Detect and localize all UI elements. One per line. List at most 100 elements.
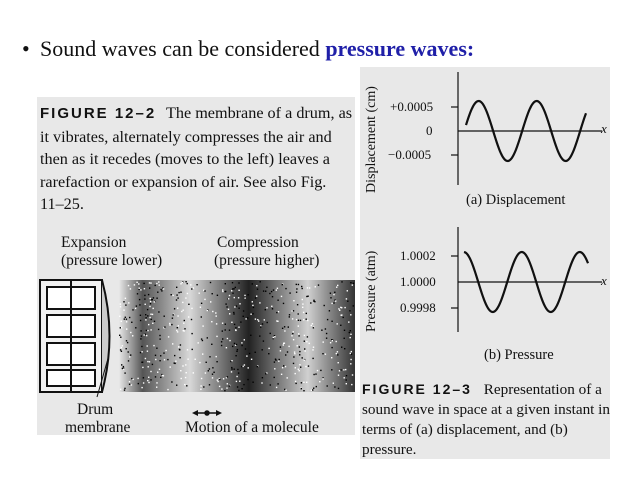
air-particle [324,328,327,330]
air-particle [273,376,275,379]
air-particle [179,344,182,346]
air-particle [165,349,167,352]
air-particle [159,334,161,337]
air-particle [254,318,257,320]
air-particle [176,331,179,333]
air-particle [266,286,268,288]
air-particle [208,368,211,370]
air-particle [123,309,125,311]
air-particle [271,296,274,298]
air-particle [146,308,149,311]
air-particle [298,370,300,372]
air-particle [167,388,169,391]
air-particle [216,294,219,296]
air-particle [238,307,240,309]
air-particle [340,324,342,326]
air-particle [207,370,209,372]
air-particle [141,361,144,363]
air-particle [171,317,174,319]
air-particle [180,283,182,285]
air-particle [350,333,352,335]
motion-arrow [192,410,222,416]
air-particle [123,389,126,391]
air-particle [191,288,193,290]
air-particle [141,386,143,389]
air-particle [190,284,192,286]
air-particle [183,330,185,332]
air-particle [173,362,175,364]
air-particle [171,381,173,383]
air-particle [242,315,244,317]
figure-12-3-label: FIGURE 12–3 [362,381,472,397]
disp-tick-zero: 0 [426,123,433,138]
air-particle [182,330,184,332]
air-particle [275,289,277,291]
figure-12-2-caption-text: The membrane of a drum, as it vibrates, … [40,104,353,213]
air-particle [177,307,179,309]
air-particle [274,336,276,338]
air-particle [219,378,221,381]
air-particle [127,360,130,362]
air-particle [339,309,341,311]
air-particle [186,282,188,285]
air-particle [314,286,316,288]
air-particle [127,351,129,353]
displacement-axis-title: Displacement (cm) [364,86,379,193]
air-particle [239,303,241,305]
figure-12-2-caption: FIGURE 12–2 The membrane of a drum, as i… [40,102,354,216]
air-particle [146,350,149,352]
air-particle [172,343,174,345]
air-particle [172,294,174,297]
air-particle [230,371,233,373]
air-particle [298,346,300,348]
air-particle [295,382,297,385]
air-particle [216,335,218,338]
air-particle [142,366,144,369]
air-particle [262,290,265,292]
air-particle [149,305,151,308]
air-particle [188,303,190,305]
air-particle [301,285,303,288]
air-particle [308,287,311,289]
air-particle [295,318,298,321]
air-particle [157,291,159,293]
air-particle [338,308,340,310]
air-particle [185,297,187,299]
air-particle [299,354,301,356]
air-particle [242,365,244,368]
air-particle [269,384,271,386]
air-particle [299,364,301,366]
air-particle [254,297,257,299]
air-particle [237,368,239,371]
air-particle [126,341,129,344]
air-particle [169,322,171,325]
air-particle [210,301,212,303]
air-particle [119,327,121,329]
air-particle [200,385,202,387]
air-particle [187,358,189,360]
air-particle [212,310,214,313]
air-particle [160,355,162,357]
air-particle [286,377,288,379]
air-particle [265,373,267,375]
air-particle [157,371,159,373]
air-particle [158,284,160,286]
air-particle [251,283,253,285]
air-particle [169,324,171,326]
air-particle [247,294,249,296]
air-particle [313,300,315,302]
air-particle [140,335,143,337]
air-particle [147,293,150,296]
air-particle [303,359,305,361]
air-particle [233,323,236,326]
air-particle [167,358,169,361]
air-particle [175,299,178,301]
air-particle [291,335,293,337]
air-particle [349,330,351,332]
drum-illustration [39,279,355,416]
air-particle [192,287,195,289]
drum-label: Drum [77,401,114,418]
air-particle [242,310,245,312]
air-particle [148,376,150,378]
air-particle [148,323,150,326]
